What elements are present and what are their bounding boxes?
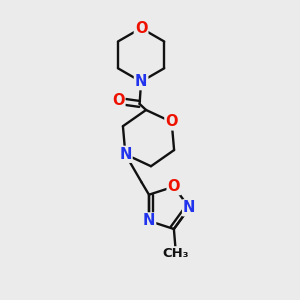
- Text: N: N: [183, 200, 196, 215]
- Text: N: N: [119, 147, 132, 162]
- Text: O: O: [165, 114, 178, 129]
- Text: O: O: [135, 21, 147, 36]
- Text: O: O: [112, 94, 124, 109]
- Text: O: O: [168, 179, 180, 194]
- Text: CH₃: CH₃: [162, 247, 189, 260]
- Text: N: N: [135, 74, 147, 89]
- Text: N: N: [143, 213, 155, 228]
